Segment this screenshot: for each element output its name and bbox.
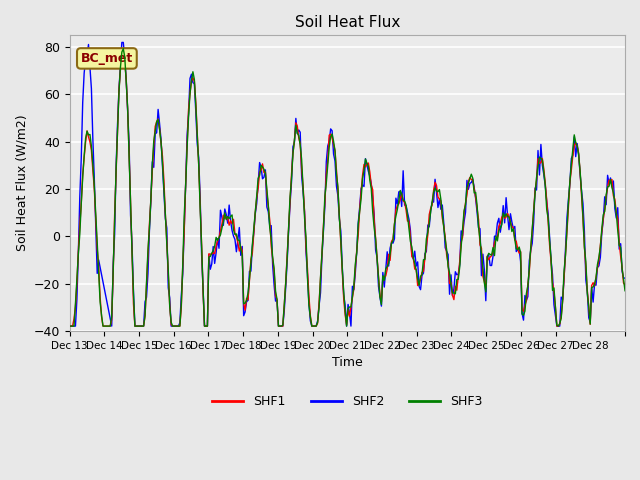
X-axis label: Time: Time <box>332 356 363 369</box>
Y-axis label: Soil Heat Flux (W/m2): Soil Heat Flux (W/m2) <box>15 115 28 252</box>
Title: Soil Heat Flux: Soil Heat Flux <box>294 15 400 30</box>
Legend: SHF1, SHF2, SHF3: SHF1, SHF2, SHF3 <box>207 390 488 413</box>
Text: BC_met: BC_met <box>81 52 133 65</box>
